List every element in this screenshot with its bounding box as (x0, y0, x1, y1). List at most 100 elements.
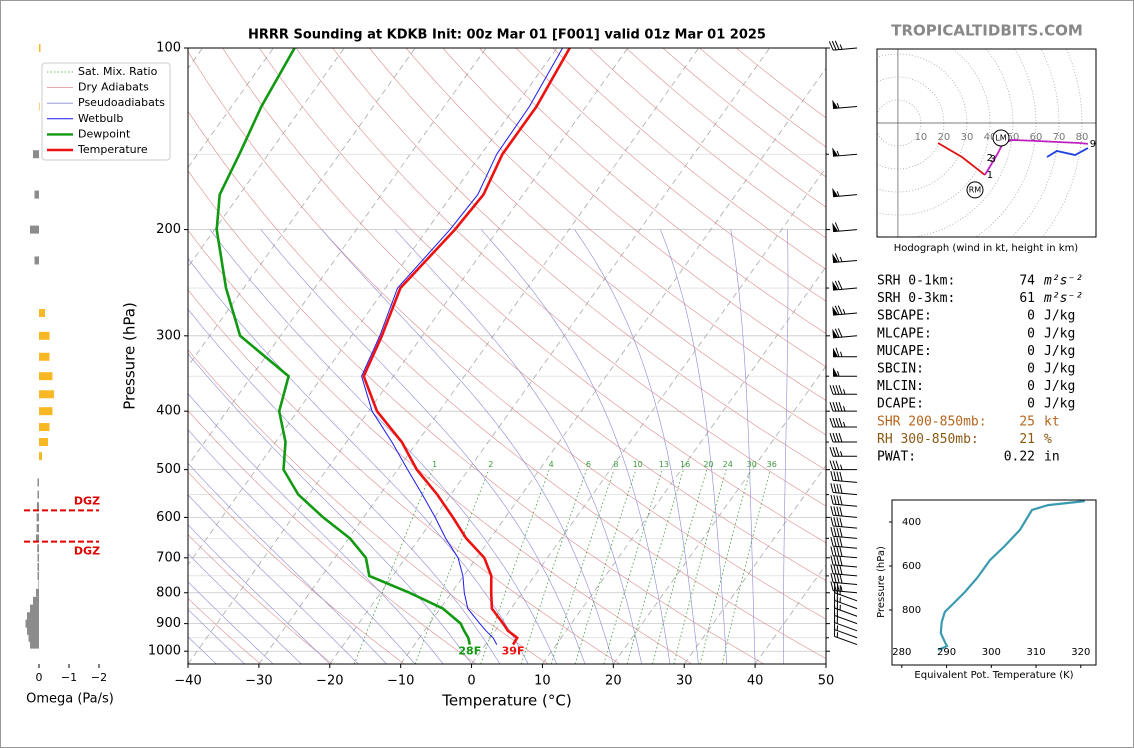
omega-bar (34, 256, 39, 265)
barb-full (830, 494, 834, 505)
barb-half (840, 586, 843, 592)
barb-full (830, 483, 834, 493)
hodo-ring-label: 50 (1007, 132, 1020, 143)
pseudoadiabat (188, 308, 501, 664)
stat-value: 0 (1027, 362, 1035, 377)
mixing-ratio-line (652, 469, 708, 664)
stat-unit: m²s⁻² (1043, 291, 1083, 306)
barb-full (838, 417, 843, 428)
omega-bar (33, 150, 39, 159)
omega-x-tick-label: −2 (91, 671, 107, 684)
stat-unit: J/kg (1044, 397, 1075, 412)
wind-barb (832, 147, 858, 157)
hodo-height-label: 9 (1090, 139, 1096, 150)
isotherm (188, 48, 558, 566)
barb-full (839, 483, 843, 494)
barb-shaft (834, 599, 858, 610)
barb-full (828, 41, 834, 51)
stat-label: SRH 0-1km: (877, 274, 955, 289)
barb-flag (833, 347, 838, 357)
wind-barb (829, 460, 857, 471)
omega-bar (36, 524, 39, 533)
barb-full (836, 537, 840, 547)
barb-full (830, 564, 834, 574)
barb-half (840, 451, 843, 457)
omega-bar (36, 534, 39, 543)
barb-full (836, 517, 840, 527)
stat-label: MLCAPE: (877, 326, 932, 341)
wind-barb (833, 367, 857, 377)
barb-flag (832, 222, 839, 232)
barb-full (839, 527, 843, 538)
mixing-ratio-line (603, 469, 663, 664)
barb-full (835, 460, 840, 470)
omega-bar (36, 502, 39, 511)
wind-barb (832, 280, 858, 291)
thetae-plot (937, 500, 1085, 652)
stat-unit: J/kg (1044, 379, 1075, 394)
stat-label: PWAT: (877, 450, 916, 465)
dry-adiabat (188, 170, 764, 664)
dry-adiabat (405, 48, 826, 401)
stat-value: 0 (1027, 379, 1035, 394)
mixing-ratio-label: 10 (633, 460, 643, 469)
thetae-x-tick-label: 320 (1071, 647, 1090, 658)
wind-barb (832, 253, 858, 264)
omega-bar (38, 580, 39, 589)
barb-full (832, 402, 837, 412)
mixing-ratio-label: 1 (432, 460, 437, 469)
pseudoadiabat (188, 581, 274, 664)
wind-barb (833, 347, 857, 358)
dry-adiabat (442, 48, 826, 368)
omega-bar (39, 102, 40, 111)
mixing-ratio-line (626, 469, 684, 664)
mixing-ratio-label: 8 (613, 460, 618, 469)
omega-x-tick-label: 0 (36, 671, 43, 684)
barb-full (835, 385, 840, 395)
barb-half (843, 389, 846, 395)
stat-value: 0 (1027, 309, 1035, 324)
barb-shaft (833, 555, 858, 559)
legend-label: Temperature (77, 143, 148, 156)
pseudoadiabat (660, 229, 728, 664)
omega-bar (36, 588, 39, 597)
barb-shaft (833, 514, 858, 518)
thetae-x-tick-label: 300 (982, 647, 1001, 658)
barb-half (836, 191, 840, 197)
mixing-ratio-line (721, 469, 771, 664)
profile-line (362, 48, 571, 646)
omega-bar (33, 596, 39, 605)
hodograph-plot: 10 20 30 40 50 60 70 80 1 23 9 LM RM (877, 49, 1096, 237)
x-tick-label: 50 (818, 674, 835, 689)
omega-bar (37, 553, 39, 562)
barb-full (829, 385, 834, 395)
barb-full (833, 527, 837, 537)
omega-bar (39, 309, 45, 318)
surface-label: 28F (458, 645, 481, 658)
pseudoadiabat (188, 553, 302, 664)
barb-full (830, 516, 834, 527)
stat-label: SBCAPE: (877, 309, 932, 324)
x-tick-label: 40 (747, 674, 764, 689)
barb-full (837, 328, 843, 338)
x-tick-label: −10 (387, 674, 414, 689)
mixing-ratio-line (673, 469, 727, 664)
barb-half (840, 464, 843, 470)
hodo-height-label: 2 (987, 153, 993, 164)
storm-motion (992, 129, 1010, 147)
pseudoadiabat (188, 524, 331, 664)
barb-full (836, 471, 840, 481)
wind-barb (829, 447, 857, 457)
barb-half (842, 309, 846, 315)
wind-barb (832, 222, 858, 233)
barb-full (829, 460, 834, 470)
barb-flag (832, 99, 839, 109)
omega-bar (25, 619, 39, 628)
mixing-ratio-line (414, 469, 490, 664)
barb-shaft (833, 194, 858, 198)
mixing-ratio-label: 6 (586, 460, 591, 469)
legend-label: Wetbulb (78, 112, 123, 125)
stat-value: 0 (1027, 326, 1035, 341)
